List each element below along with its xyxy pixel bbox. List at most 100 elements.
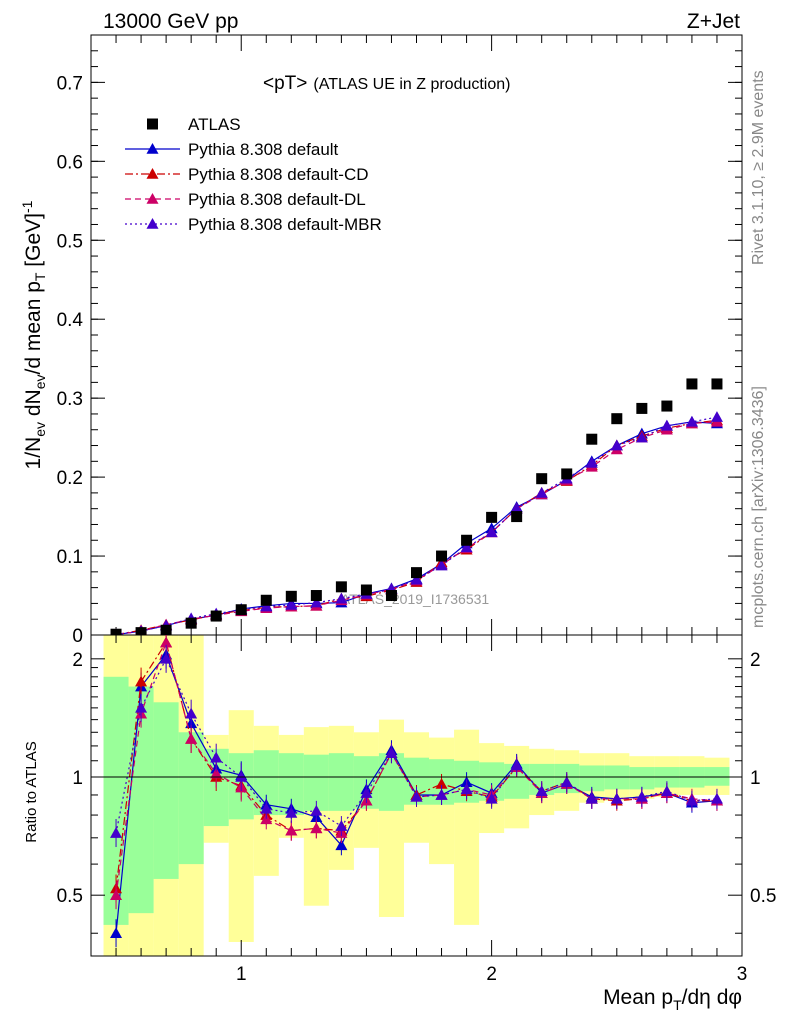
xtick-label-1: 2 [486,964,497,985]
series-3-point-16 [510,502,523,514]
ratio-3-point-18 [560,776,573,788]
ratio-2-point-8 [310,822,323,834]
series-3-point-20 [610,439,623,451]
ytick-label-ratio-1: 1 [72,768,83,789]
ratio-3-point-3 [185,707,198,719]
legend-label-0: Pythia 8.308 default [188,140,339,159]
legend-label-atlas: ATLAS [188,115,241,134]
ratio-3-point-24 [710,792,723,804]
ratio-3-point-13 [435,788,448,800]
atlas-point-13 [436,550,448,562]
ratio-2-point-3 [185,732,198,744]
atlas-point-16 [511,511,523,523]
atlas-point-7 [285,590,297,602]
atlas-point-15 [486,511,498,523]
band-green-2 [153,702,179,879]
ratio-1-point-1 [135,675,148,687]
ytick-label-main-3: 0.3 [57,389,83,410]
series-3-point-9 [335,592,348,604]
main-series [110,378,723,635]
atlas-point-20 [611,413,623,425]
atlas-point-14 [461,534,473,546]
analysis-watermark: ATLAS_2019_I1736531 [341,591,490,607]
band-green-21 [629,767,655,790]
atlas-point-18 [561,468,573,480]
ytick-label-main-1: 0.1 [57,547,83,568]
y-axis-label-main: 1/Nev dNev/d mean pT [GeV]-1 [19,200,48,469]
ratio-3-point-0 [110,827,123,838]
ratio-3-point-1 [135,701,148,713]
ytick-label-ratio-r-0: 0.5 [750,886,776,907]
atlas-point-17 [536,473,548,485]
series-3-point-23 [685,415,698,427]
ratio-3-point-8 [310,804,323,816]
legend: ATLAS Pythia 8.308 default Pythia 8.308 de… [125,115,382,234]
series-3-point-14 [460,541,473,553]
legend-label-3: Pythia 8.308 default-MBR [188,215,382,234]
rivet-label: Rivet 3.1.10, ≥ 2.9M events [750,70,767,265]
atlas-point-12 [411,567,422,579]
ratio-2-point-7 [285,824,298,836]
ratio-series [110,635,723,948]
atlas-point-3 [185,617,197,629]
ytick-label-main-4: 0.4 [57,310,84,331]
ytick-label-ratio-r-1: 1 [750,768,761,789]
ytick-label-ratio-2: 2 [72,650,83,671]
legend-marker-2 [146,193,159,204]
ratio-3-point-16 [510,759,523,771]
series-3-point-21 [635,431,648,443]
atlas-point-24 [711,378,723,390]
ratio-3-point-21 [635,790,648,802]
ratio-3-point-9 [335,820,348,831]
ratio-3-point-6 [260,802,273,814]
atlas-point-6 [260,594,272,606]
x-axis-label: Mean pT/dη dφ [603,986,742,1013]
plot-title-main: <pT> [263,73,307,94]
atlas-point-8 [310,590,322,602]
axis-ticks: 0 0.1 0.2 0.3 0.4 0.5 0.6 0.7 1 2 3 0.5 0.5 1 1 2 2 [57,35,776,985]
ratio-3-point-11 [385,747,398,758]
ytick-label-main-0: 0 [72,626,83,647]
series-3-point-6 [260,600,273,612]
band-yellow-5 [228,710,254,942]
band-yellow-14 [454,729,480,925]
plot-title-sub: (ATLAS UE in Z production) [313,76,510,93]
ratio-3-point-23 [685,794,698,806]
atlas-point-2 [160,624,172,635]
xtick-label-2: 3 [737,964,748,985]
ytick-label-main-5: 0.5 [57,231,83,252]
legend-label-2: Pythia 8.308 default-DL [188,190,366,209]
series-3-point-24 [710,411,723,422]
ytick-label-main-6: 0.6 [57,152,83,173]
plot-title: <pT> (ATLAS UE in Z production) [263,73,510,94]
ratio-2-point-0 [110,889,123,900]
ratio-3-point-4 [210,751,223,763]
mcplots-label: mcplots.cern.ch [arXiv:1306.3436] [750,386,767,628]
atlas-point-0 [110,628,122,635]
y-axis-label-ratio: Ratio to ATLAS [23,741,40,842]
ratio-3-point-19 [585,792,598,804]
process-label: Z+Jet [687,10,740,33]
atlas-point-19 [586,433,598,445]
ratio-2-point-4 [210,767,223,779]
legend-marker-3 [146,218,159,229]
series-3-point-7 [285,599,298,610]
ratio-3-point-12 [410,790,423,802]
ratio-3-point-10 [360,787,373,798]
ratio-1-point-13 [435,777,448,789]
ratio-3-point-20 [610,792,623,804]
series-3-point-17 [535,486,548,498]
atlas-point-4 [210,610,222,622]
xtick-label-0: 1 [236,964,247,985]
band-green-24 [704,767,730,786]
atlas-point-1 [135,627,147,635]
band-green-9 [328,753,354,811]
series-3-point-8 [310,596,323,608]
legend-marker-1 [146,168,159,179]
ytick-label-ratio-r-2: 2 [750,650,761,671]
band-green-3 [178,732,204,865]
atlas-point-5 [235,604,247,616]
legend-marker-atlas [147,118,158,130]
series-3-point-22 [660,419,673,431]
